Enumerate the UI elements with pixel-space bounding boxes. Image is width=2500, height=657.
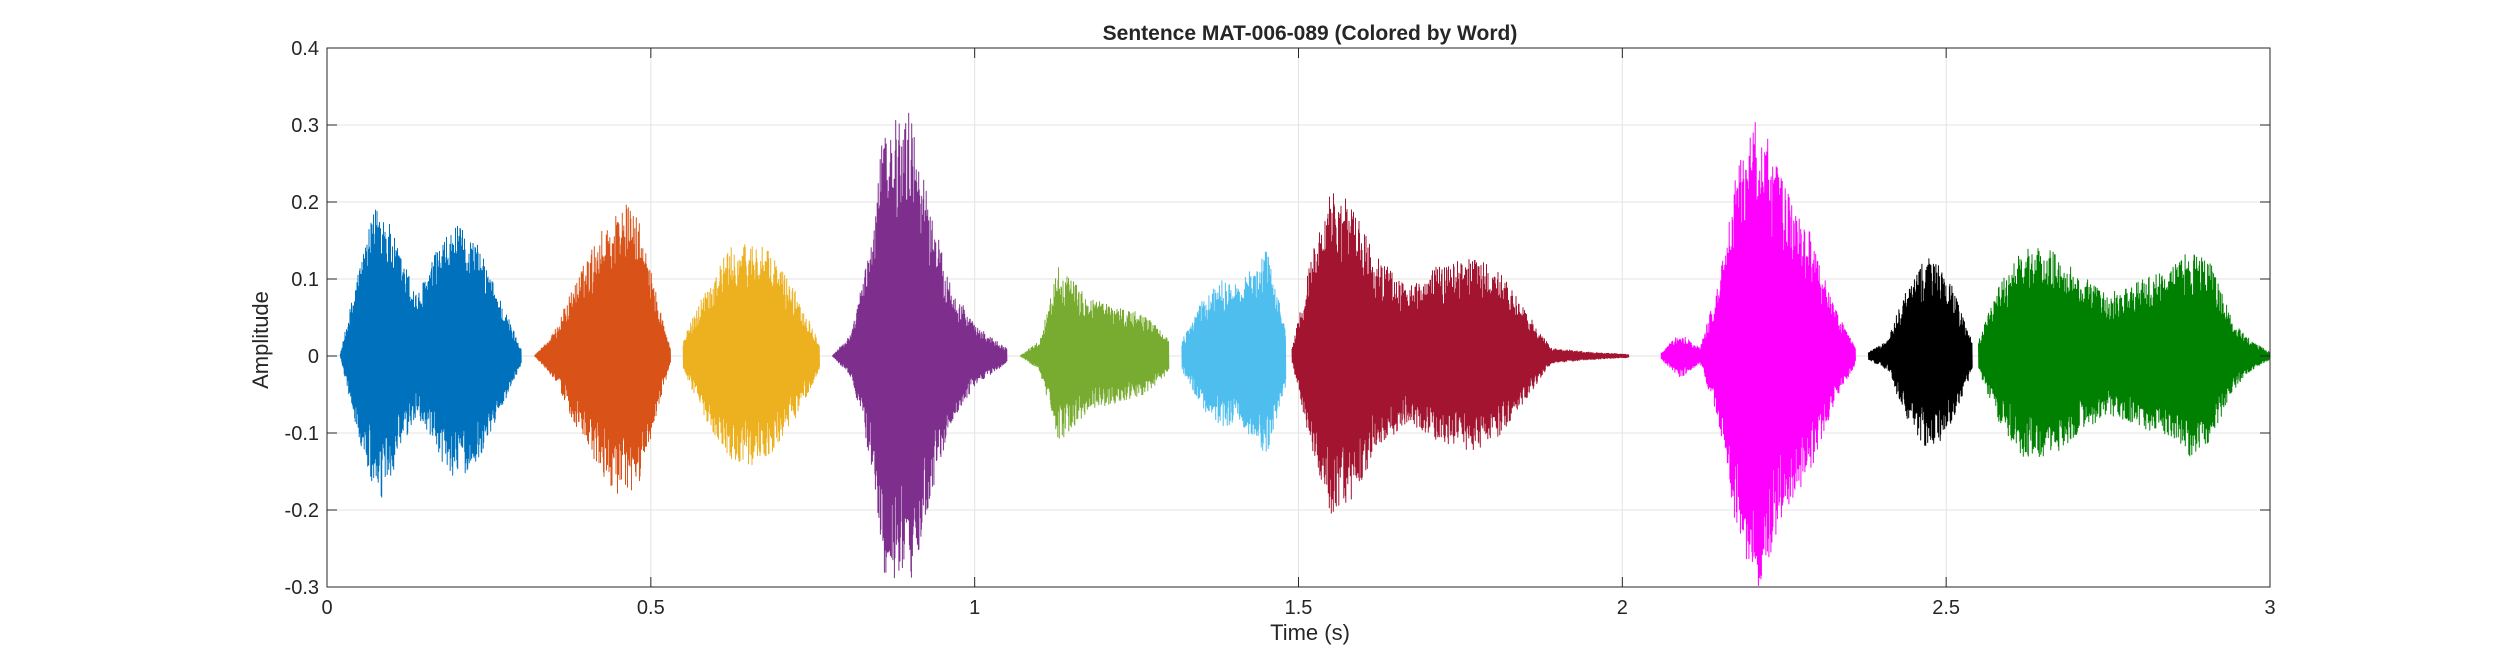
y-tick-label: -0.1 bbox=[285, 423, 319, 445]
y-tick-label: 0 bbox=[308, 346, 319, 368]
x-tick-label: 1.5 bbox=[1285, 597, 1313, 619]
x-tick-label: 0 bbox=[321, 597, 332, 619]
x-tick-label: 2 bbox=[1617, 597, 1628, 619]
waveform-word-5 bbox=[1019, 267, 1170, 439]
x-axis-label: Time (s) bbox=[1270, 620, 1350, 645]
y-tick-label: 0.2 bbox=[291, 192, 319, 214]
y-tick-label: -0.3 bbox=[285, 577, 319, 599]
waveform-word-6 bbox=[1181, 251, 1287, 452]
waveform-word-10 bbox=[1978, 248, 2271, 457]
waveform-word-3 bbox=[682, 244, 820, 466]
waveform-word-4 bbox=[831, 112, 1008, 579]
waveform-word-2 bbox=[534, 204, 671, 494]
y-tick-label: 0.1 bbox=[291, 269, 319, 291]
x-tick-label: 0.5 bbox=[637, 597, 665, 619]
x-tick-label: 2.5 bbox=[1932, 597, 1960, 619]
chart-title: Sentence MAT-006-089 (Colored by Word) bbox=[1103, 22, 1518, 45]
y-tick-label: 0.4 bbox=[291, 38, 319, 60]
waveform-word-7 bbox=[1291, 193, 1630, 514]
y-tick-label: -0.2 bbox=[285, 500, 319, 522]
waveform-series-group bbox=[339, 112, 2271, 586]
waveform-word-9 bbox=[1867, 258, 1973, 446]
waveform-word-1 bbox=[339, 209, 522, 498]
x-tick-label: 3 bbox=[2264, 597, 2275, 619]
axes: 0 0.5 1 1.5 2 2.5 3 -0.3 -0.2 -0.1 0 0.1 0.2 0.3 0.4 bbox=[285, 38, 2276, 619]
waveform-word-8 bbox=[1660, 121, 1856, 586]
x-tick-label: 1 bbox=[969, 597, 980, 619]
y-tick-label: 0.3 bbox=[291, 115, 319, 137]
y-axis-label: Amplitude bbox=[248, 291, 273, 389]
